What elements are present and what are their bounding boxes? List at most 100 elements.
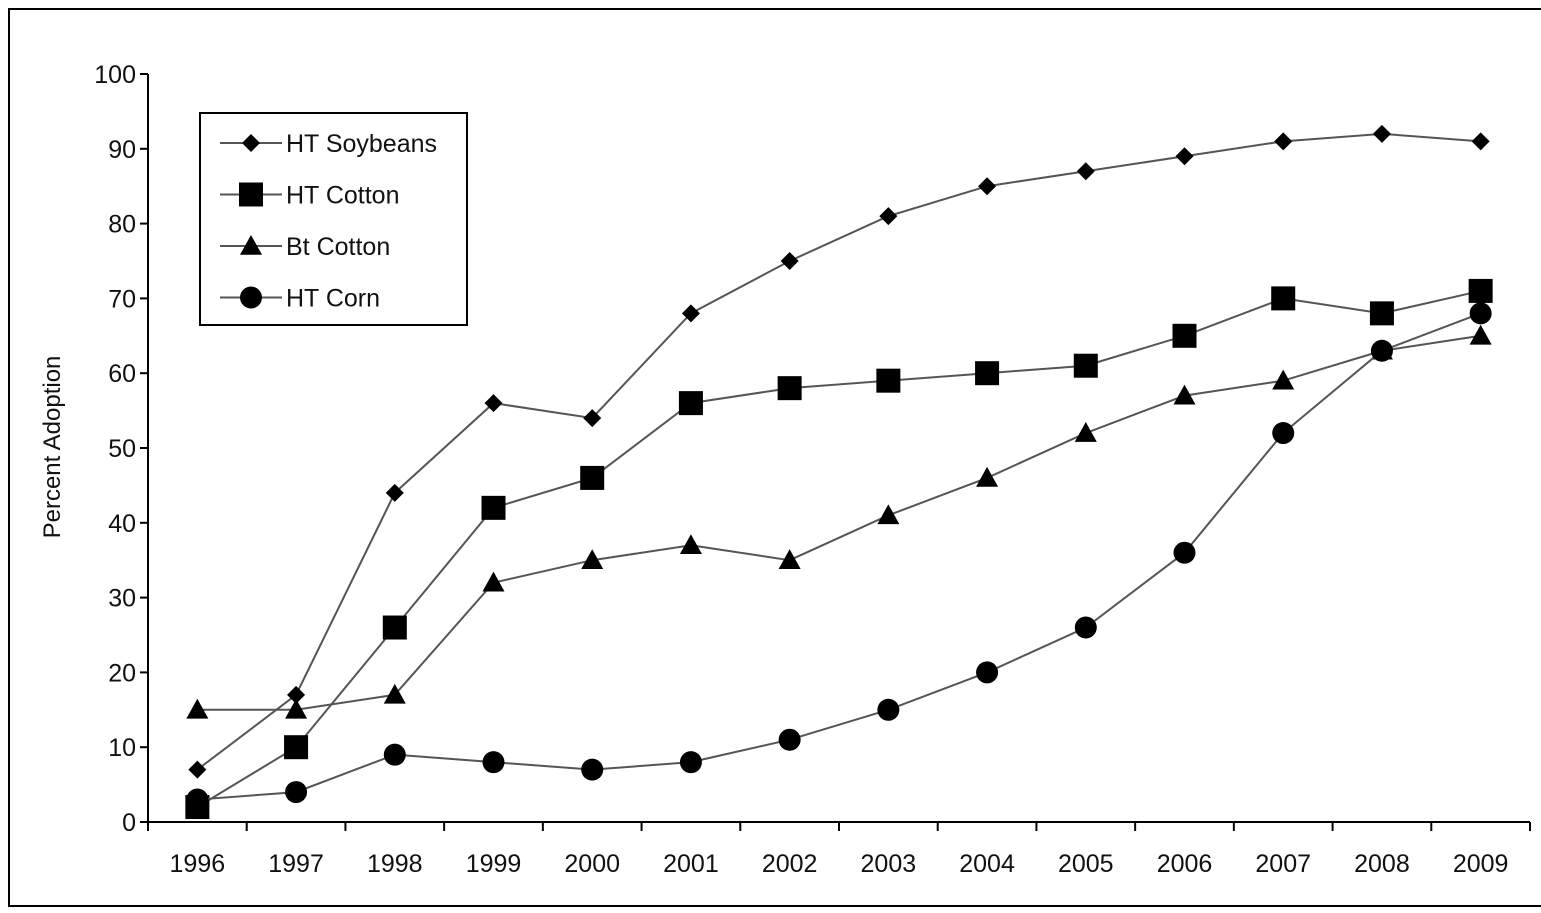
data-point-ht-cotton <box>382 615 407 640</box>
data-point-bt-cotton <box>285 698 308 719</box>
data-point-ht-soybeans <box>484 394 503 413</box>
legend-item-bt-cotton: Bt Cotton <box>220 233 390 261</box>
y-tick-label: 30 <box>108 585 136 613</box>
x-tick-label: 2005 <box>1058 850 1114 878</box>
series-line-ht-soybeans <box>196 132 1481 771</box>
legend-item-ht-corn: HT Corn <box>220 285 380 313</box>
data-point-bt-cotton <box>1173 384 1196 405</box>
y-tick-label: 0 <box>122 809 136 837</box>
data-point-ht-corn <box>1272 422 1295 445</box>
data-point-bt-cotton <box>581 549 604 569</box>
x-tick-label: 2007 <box>1255 850 1311 878</box>
series-ht-soybeans <box>188 124 1490 779</box>
data-point-ht-cotton <box>1172 323 1197 348</box>
data-point-ht-soybeans <box>385 483 404 502</box>
data-point-ht-cotton <box>284 735 309 760</box>
x-tick-label: 2003 <box>861 850 917 878</box>
data-point-bt-cotton <box>877 504 900 525</box>
data-point-ht-soybeans <box>188 760 207 779</box>
data-point-ht-corn <box>482 751 505 774</box>
data-point-bt-cotton <box>1272 369 1295 390</box>
data-point-bt-cotton <box>679 534 702 555</box>
x-tick-label: 1998 <box>367 850 423 878</box>
data-point-bt-cotton <box>482 571 505 592</box>
legend-label-bt-cotton: Bt Cotton <box>286 233 390 261</box>
y-tick-label: 80 <box>108 211 136 239</box>
y-tick-label: 60 <box>108 360 136 388</box>
data-point-bt-cotton <box>778 549 801 569</box>
series-layer <box>185 124 1493 820</box>
data-point-ht-soybeans <box>1372 124 1391 143</box>
data-point-ht-corn <box>679 751 702 774</box>
data-point-ht-soybeans <box>1471 132 1490 151</box>
data-point-bt-cotton <box>1074 422 1097 442</box>
data-point-ht-soybeans <box>583 409 602 428</box>
legend-marker-bt-cotton <box>240 235 262 255</box>
data-point-ht-corn <box>285 781 308 804</box>
data-point-ht-cotton <box>1271 286 1296 311</box>
data-point-ht-cotton <box>777 376 802 401</box>
data-point-ht-corn <box>383 743 406 766</box>
legend-item-ht-soybeans: HT Soybeans <box>220 130 437 158</box>
data-point-ht-soybeans <box>287 685 306 704</box>
data-point-ht-corn <box>1469 302 1492 325</box>
x-tick-label: 2008 <box>1354 850 1410 878</box>
y-tick-label: 10 <box>108 734 136 762</box>
legend-marker-ht-soybeans <box>242 134 260 152</box>
x-tick-label: 1996 <box>170 850 226 878</box>
x-tick-label: 2002 <box>762 850 818 878</box>
y-tick-label: 100 <box>94 61 136 89</box>
data-point-ht-corn <box>877 698 900 721</box>
legend: HT Soybeans HT Cotton Bt Cotton HT Corn <box>199 112 468 326</box>
data-point-ht-soybeans <box>780 252 799 270</box>
data-point-ht-cotton <box>1369 301 1394 326</box>
y-tick-label: 90 <box>108 136 136 164</box>
data-point-ht-cotton <box>678 391 703 416</box>
x-tick-label: 1999 <box>466 850 522 878</box>
x-tick-label: 1997 <box>268 850 324 878</box>
data-point-ht-corn <box>1074 616 1097 639</box>
outer-frame <box>8 8 1541 907</box>
data-point-ht-soybeans <box>978 177 997 196</box>
y-tick-label: 20 <box>108 659 136 687</box>
data-point-bt-cotton <box>383 683 406 704</box>
data-point-ht-corn <box>186 788 209 811</box>
y-tick-label: 70 <box>108 285 136 313</box>
legend-label-ht-corn: HT Corn <box>286 285 380 313</box>
axes: 0 10 20 30 40 50 60 70 80 90 100 1996 1997 1998 1999 20… <box>94 61 1531 878</box>
data-point-ht-corn <box>976 661 999 684</box>
x-tick-label: 2004 <box>959 850 1015 878</box>
y-axis-title: Percent Adoption <box>39 356 66 539</box>
series-ht-cotton <box>185 278 1493 820</box>
x-tick-label: 2000 <box>564 850 620 878</box>
data-point-ht-cotton <box>1468 278 1493 303</box>
legend-label-ht-cotton: HT Cotton <box>286 182 399 210</box>
y-tick-label: 50 <box>108 435 136 463</box>
data-point-ht-cotton <box>876 368 901 393</box>
series-line-bt-cotton <box>197 334 1481 711</box>
series-ht-corn <box>186 302 1492 811</box>
legend-marker-ht-corn <box>240 286 262 309</box>
data-point-ht-cotton <box>975 361 1000 386</box>
data-point-ht-soybeans <box>879 207 898 226</box>
data-point-ht-corn <box>778 728 801 751</box>
data-point-bt-cotton <box>976 466 999 487</box>
x-tick-label: 2009 <box>1453 850 1509 878</box>
data-point-ht-cotton <box>1073 353 1098 378</box>
x-tick-label: 2001 <box>663 850 719 878</box>
data-point-ht-corn <box>581 758 604 781</box>
data-point-ht-cotton <box>580 465 605 490</box>
data-point-bt-cotton <box>186 698 209 719</box>
data-point-ht-soybeans <box>1274 132 1293 151</box>
data-point-ht-cotton <box>481 495 506 520</box>
legend-marker-ht-cotton <box>239 182 263 207</box>
series-line-ht-cotton <box>196 289 1481 808</box>
x-tick-label: 2006 <box>1157 850 1213 878</box>
data-point-ht-soybeans <box>681 304 700 323</box>
series-line-ht-corn <box>197 312 1481 801</box>
legend-item-ht-cotton: HT Cotton <box>220 182 399 210</box>
y-tick-label: 40 <box>108 510 136 538</box>
data-point-ht-corn <box>1370 339 1393 362</box>
